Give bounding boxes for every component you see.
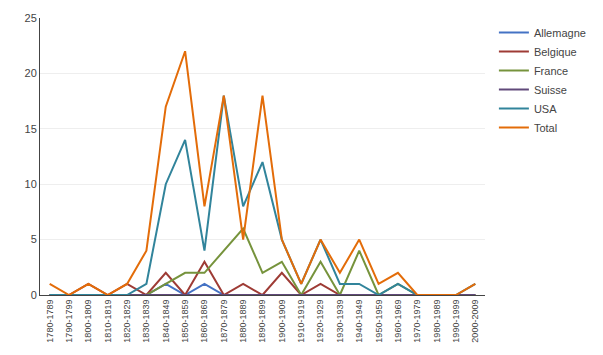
svg-text:1840-1849: 1840-1849 (161, 300, 171, 343)
svg-text:1950-1959: 1950-1959 (374, 300, 384, 343)
svg-text:1910-1919: 1910-1919 (296, 300, 306, 343)
svg-text:1870-1879: 1870-1879 (219, 300, 229, 343)
svg-text:10: 10 (25, 178, 37, 190)
svg-text:1860-1869: 1860-1869 (199, 300, 209, 343)
svg-text:1990-1999: 1990-1999 (451, 300, 461, 343)
svg-text:20: 20 (25, 67, 37, 79)
svg-text:1890-1899: 1890-1899 (257, 300, 267, 343)
svg-text:1980-1989: 1980-1989 (432, 300, 442, 343)
svg-text:1790-1799: 1790-1799 (64, 300, 74, 343)
svg-text:1960-1969: 1960-1969 (393, 300, 403, 343)
svg-text:1880-1889: 1880-1889 (238, 300, 248, 343)
svg-text:1800-1809: 1800-1809 (83, 300, 93, 343)
svg-text:France: France (534, 65, 568, 77)
svg-text:1930-1939: 1930-1939 (335, 300, 345, 343)
svg-text:USA: USA (534, 103, 557, 115)
svg-text:Allemagne: Allemagne (534, 27, 586, 39)
svg-text:Belgique: Belgique (534, 46, 577, 58)
svg-text:1900-1909: 1900-1909 (277, 300, 287, 343)
svg-text:5: 5 (31, 233, 37, 245)
svg-text:1820-1829: 1820-1829 (122, 300, 132, 343)
svg-text:0: 0 (31, 289, 37, 301)
svg-text:1970-1979: 1970-1979 (412, 300, 422, 343)
svg-text:1830-1839: 1830-1839 (141, 300, 151, 343)
svg-text:2000-2009: 2000-2009 (470, 300, 480, 343)
svg-text:1780-1789: 1780-1789 (45, 300, 55, 343)
svg-text:1940-1949: 1940-1949 (354, 300, 364, 343)
svg-text:Total: Total (534, 122, 557, 134)
svg-text:15: 15 (25, 123, 37, 135)
svg-text:1920-1929: 1920-1929 (315, 300, 325, 343)
svg-text:1810-1819: 1810-1819 (103, 300, 113, 343)
svg-text:1850-1859: 1850-1859 (180, 300, 190, 343)
svg-text:Suisse: Suisse (534, 84, 567, 96)
svg-text:25: 25 (25, 12, 37, 24)
